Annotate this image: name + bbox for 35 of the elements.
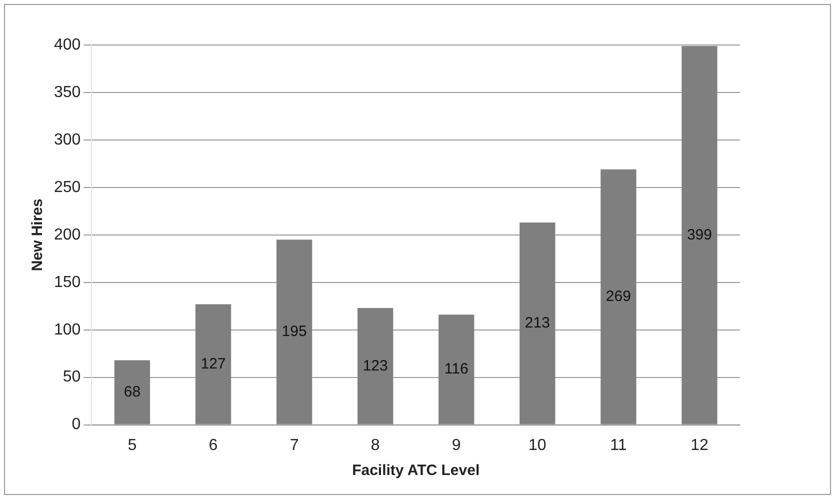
data-label: 399 [686, 226, 712, 244]
x-tick-label: 7 [290, 436, 299, 454]
y-tick-label: 150 [54, 274, 81, 291]
bar [438, 314, 474, 424]
y-tick-label: 50 [62, 368, 81, 386]
y-tick-label: 250 [54, 178, 81, 196]
bar [682, 46, 718, 424]
bar [276, 240, 312, 424]
data-label: 195 [282, 323, 307, 340]
x-axis-title: Facility ATC Level [352, 462, 480, 480]
y-tick-label: 300 [54, 131, 81, 148]
y-axis-title: New Hires [29, 198, 46, 272]
x-tick-label: 10 [528, 436, 546, 454]
y-tick-label: 0 [72, 416, 81, 434]
x-tick-label: 8 [370, 436, 380, 454]
bar [520, 222, 556, 424]
bar [600, 169, 636, 424]
bar [114, 360, 150, 424]
x-tick-label: 12 [690, 436, 708, 454]
data-label: 68 [124, 383, 141, 400]
data-label: 123 [362, 357, 388, 374]
data-label: 127 [200, 355, 226, 372]
x-tick-label: 5 [128, 436, 137, 454]
bar [195, 304, 232, 424]
y-tick-label: 350 [54, 84, 81, 101]
x-tick-label: 6 [208, 436, 218, 454]
x-tick-label: 11 [610, 436, 627, 454]
y-tick-label: 400 [54, 36, 81, 54]
bar [358, 308, 394, 424]
data-label: 269 [606, 288, 631, 305]
y-tick-label: 200 [54, 226, 81, 244]
data-label: 116 [444, 360, 468, 378]
x-tick-label: 9 [452, 436, 461, 454]
y-tick-label: 100 [54, 321, 81, 338]
data-label: 213 [524, 314, 550, 332]
